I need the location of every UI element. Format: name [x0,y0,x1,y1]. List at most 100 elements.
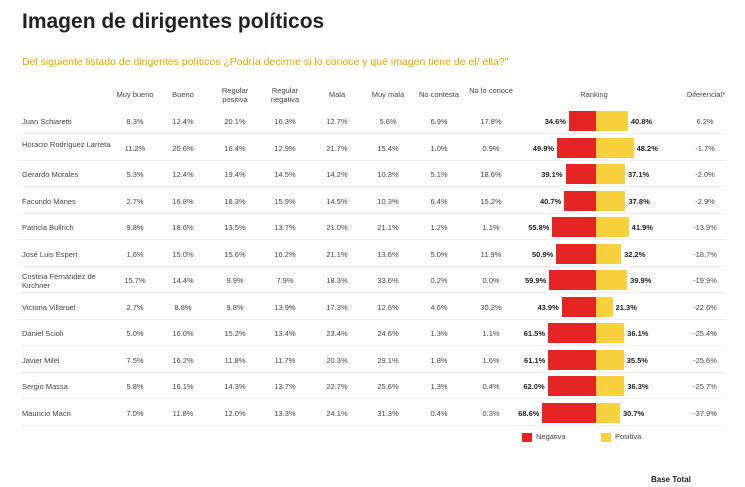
cell-muy-bueno: 2.7% [126,302,144,312]
diferencial-value: -2.0% [695,170,715,179]
cell-bueno: 11.8% [172,408,194,418]
header-regular-positiva: Regular positiva [221,86,249,104]
diferencial-value: 6.2% [696,117,714,126]
cell-no-lo-conoce: 0.9% [482,143,500,153]
legend-negativa-label: Negativa [536,432,566,441]
table-row: Victoria Villaruel 2.7% 8.8% 9.8% 13.9% 17.3%… [0,294,745,320]
negativa-value-label: 62.0% [523,382,545,391]
politician-name: Mauricio Macri [22,408,71,418]
cell-muy-mala: 31.3% [377,408,399,418]
cell-regular-positiva: 9.8% [226,302,244,312]
diferencial-value: -25.7% [693,382,717,391]
cell-muy-bueno: 1.6% [126,249,144,259]
cell-bueno: 16.0% [172,329,194,338]
cell-mala: 24.1% [326,408,348,418]
cell-muy-mala: 13.6% [377,249,399,259]
negativa-swatch [522,432,532,442]
positiva-value-label: 36.3% [627,382,649,391]
positiva-swatch [601,432,611,442]
cell-bueno: 16.8% [172,196,194,206]
header-regular-negativa: Regular negativa [270,86,300,104]
positiva-bar [596,243,622,264]
cell-regular-positiva: 9.9% [226,276,244,285]
diferencial-value: -1.7% [695,143,715,153]
cell-regular-positiva: 20.1% [224,117,246,126]
cell-regular-positiva: 12.0% [224,408,246,418]
table-row: Mauricio Macri 7.0% 11.8% 12.0% 13.3% 24.1% 31… [0,400,745,426]
positiva-bar [596,164,625,184]
positiva-bar [596,137,634,158]
diferencial-value: -25.6% [693,355,717,365]
table-row: Cristina Fernández de Kirchner 15.7% 14.4%… [0,267,745,293]
politician-name: José Luis Espert [22,249,78,259]
cell-no-lo-conoce: 17.8% [480,117,502,126]
diferencial-value: -18.7% [693,249,717,259]
diferencial-value: -19.9% [693,276,717,285]
row-divider [20,186,725,187]
negativa-bar [542,402,596,423]
positiva-value-label: 37.1% [627,170,650,179]
cell-regular-negativa: 13.3% [274,408,296,418]
cell-bueno: 20.6% [172,143,194,153]
cell-bueno: 12.4% [172,117,194,126]
table-row: Sergio Massa 5.8% 16.1% 14.3% 13.7% 22.7% 25.6… [0,373,745,399]
cell-no-contesta: 1.3% [430,382,448,391]
cell-no-lo-conoce: 0.3% [482,408,500,418]
cell-regular-negativa: 16.3% [274,117,296,126]
cell-mala: 14.2% [326,170,348,179]
row-divider [20,239,725,240]
cell-muy-bueno: 7.0% [126,408,144,418]
cell-no-contesta: 1.8% [430,355,448,365]
positiva-value-label: 21.3% [615,302,637,312]
positiva-bar [596,376,625,396]
legend-negativa: Negativa [522,432,566,442]
negativa-value-label: 55.8% [528,223,550,232]
diferencial-value: -13.9% [693,223,717,232]
cell-no-contesta: 6.9% [430,117,448,126]
cell-no-contesta: 1.2% [430,223,448,232]
cell-muy-mala: 5.6% [379,117,397,126]
cell-no-contesta: 1.0% [430,143,448,153]
diferencial-value: -2.9% [695,196,715,206]
table-row: Juan Schiaretti 8.3% 12.4% 20.1% 16.3% 12.7% 5… [0,108,745,134]
cell-mala: 21.0% [326,223,348,232]
positiva-value-label: 48.2% [636,143,658,153]
cell-no-contesta: 0.4% [430,408,448,418]
positiva-value-label: 30.7% [622,408,645,418]
row-divider [20,424,725,426]
negativa-value-label: 43.9% [537,302,559,312]
negativa-bar [557,137,596,158]
table-row: Daniel Scioli 5.0% 16.0% 15.2% 13.4% 23.4% 24.… [0,320,745,346]
cell-no-contesta: 6.4% [430,196,448,206]
row-divider [20,212,725,214]
cell-muy-bueno: 5.8% [126,382,144,391]
cell-muy-bueno: 15.7% [124,276,146,285]
negativa-bar [561,296,596,317]
positiva-value-label: 36.1% [627,329,649,338]
politician-name: Javier Milei [22,355,60,365]
politician-name: Patricia Bullrich [22,223,74,232]
cell-muy-mala: 21.1% [377,223,399,232]
cell-muy-bueno: 2.7% [126,196,144,206]
cell-muy-bueno: 5.3% [126,170,144,179]
positiva-bar [596,190,626,211]
cell-regular-negativa: 7.9% [276,276,294,285]
cell-muy-bueno: 9.8% [126,223,144,232]
negativa-bar [548,323,596,343]
question-subtitle: Del siguiente listado de dirigentes polí… [22,56,509,68]
politician-name: Gerardo Morales [22,170,79,179]
cell-no-contesta: 1.3% [430,329,448,338]
negativa-value-label: 40.7% [539,196,562,206]
cell-regular-positiva: 11.8% [224,355,246,365]
negativa-bar [547,376,596,396]
cell-regular-negativa: 15.9% [274,196,296,206]
cell-no-lo-conoce: 11.9% [480,249,502,259]
negativa-bar [564,190,596,211]
header-no-lo-conoce: No lo conoce [469,86,513,95]
cell-no-lo-conoce: 0.0% [482,276,500,285]
cell-mala: 14.5% [326,196,348,206]
positiva-bar [596,402,620,423]
cell-regular-negativa: 14.5% [274,170,296,179]
positiva-value-label: 40.8% [630,117,653,126]
cell-regular-negativa: 16.2% [274,249,296,259]
